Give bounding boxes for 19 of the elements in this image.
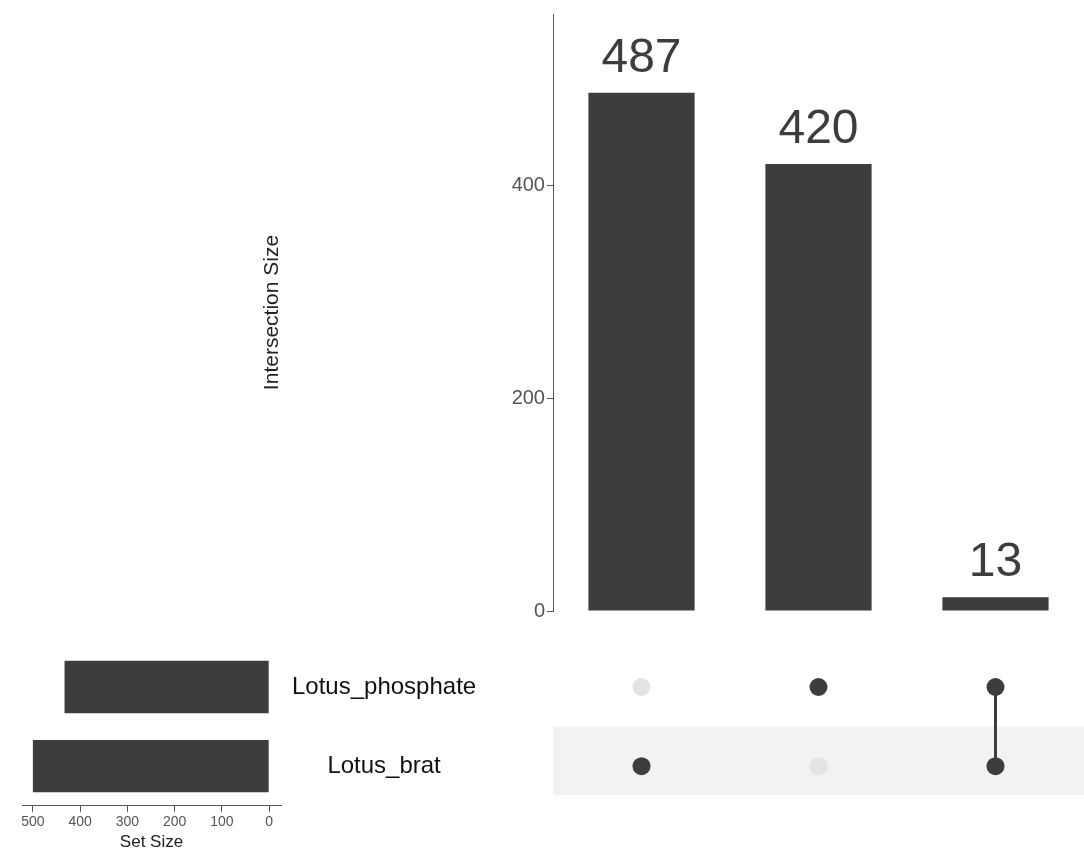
bar bbox=[765, 164, 872, 611]
y-tick-label: Lotus_phosphate bbox=[291, 671, 477, 699]
bar bbox=[588, 92, 695, 611]
data-label: 487 bbox=[601, 28, 682, 82]
y-tick-label: 0 bbox=[533, 598, 545, 621]
x-tick-label: 500 bbox=[21, 813, 45, 830]
x-tick-label: 100 bbox=[210, 813, 234, 830]
x-axis-title: Set Size bbox=[119, 832, 184, 852]
y-tick-label: 200 bbox=[511, 385, 545, 408]
x-tick-label: 400 bbox=[68, 813, 93, 830]
y-tick-label: Lotus_brat bbox=[327, 750, 442, 778]
x-tick-label: 200 bbox=[162, 813, 187, 830]
data-label: 420 bbox=[778, 100, 859, 154]
x-tick-label: 0 bbox=[265, 813, 274, 830]
data-label: 13 bbox=[968, 533, 1023, 587]
y-axis-title: Intersection Size bbox=[259, 234, 283, 391]
x-tick-label: 300 bbox=[115, 813, 140, 830]
bar bbox=[942, 597, 1049, 611]
y-tick-label: 400 bbox=[511, 172, 545, 195]
